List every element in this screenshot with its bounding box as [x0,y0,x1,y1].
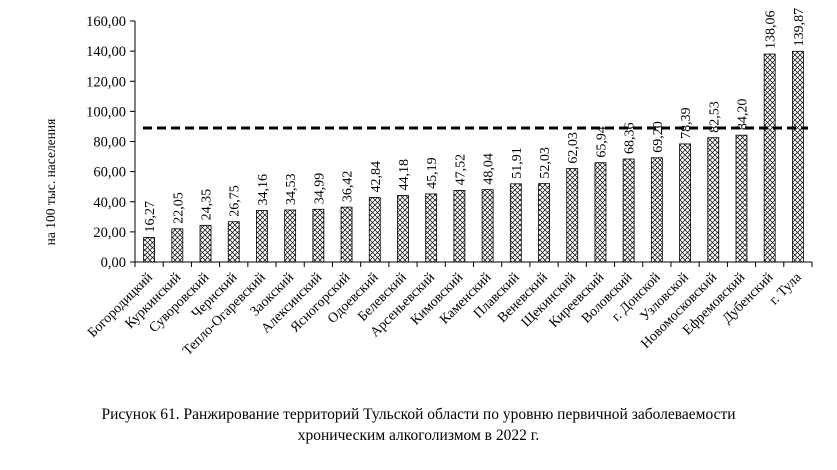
bar [171,228,184,263]
bar [199,224,212,263]
bar [312,208,325,263]
data-label: 16,27 [143,201,158,233]
data-label: 48,04 [482,153,497,185]
y-tick-label: 60,00 [93,165,126,181]
bar [368,197,381,263]
bar [679,143,691,263]
value-labels: 16,27 22,05 24,35 26,75 34,16 34,53 34,99 36,42… [143,8,807,233]
y-tick-label: 140,00 [86,44,126,60]
x-axis: БогородицкийКуркинскийСуворовскийЧернски… [85,261,813,359]
data-label: 52,03 [538,147,553,179]
y-tick-label: 80,00 [93,135,126,151]
y-tick-label: 120,00 [86,74,126,90]
caption-line-1: Рисунок 61. Ранжирование территорий Туль… [101,406,736,423]
bar [143,237,156,263]
data-label: 84,20 [735,99,750,131]
data-label: 24,35 [200,189,215,221]
data-label: 34,99 [312,173,327,205]
y-tick-label: 0,00 [101,255,126,271]
bar [594,162,607,263]
data-label: 62,03 [566,132,581,164]
data-label: 36,42 [341,171,356,203]
y-tick-label: 100,00 [86,104,126,120]
bar [509,183,522,263]
bar [227,221,240,263]
data-label: 82,53 [707,101,722,133]
bar [256,210,268,263]
bar [425,193,438,263]
data-label: 138,06 [764,11,779,50]
x-tick-label: г. Тула [767,270,805,308]
bar [538,183,550,263]
y-axis-label: на 100 тыс. населения [43,119,58,246]
data-label: 22,05 [171,192,186,224]
bar [340,206,353,263]
bar [481,189,494,263]
bar [650,157,663,263]
y-tick-label: 160,00 [86,14,126,30]
figure-caption: Рисунок 61. Ранжирование территорий Туль… [0,404,837,446]
bar [735,134,748,263]
data-label: 68,36 [623,123,638,155]
bar [284,209,297,263]
data-label: 139,87 [792,8,807,47]
data-label: 44,18 [397,159,412,191]
data-label: 69,20 [651,121,666,153]
data-label: 34,16 [256,174,271,206]
bar [707,137,720,263]
bar [791,50,804,263]
y-tick-label: 20,00 [93,225,126,241]
data-label: 45,19 [425,157,440,189]
bar [397,195,409,263]
caption-line-2: хроническим алкоголизмом в 2022 г. [297,427,540,444]
y-axis: 0,00 20,00 40,00 60,00 80,00 100,00 120,00 140,… [86,14,136,271]
bar [763,53,776,263]
bar [566,168,579,263]
bar-chart: 0,00 20,00 40,00 60,00 80,00 100,00 120,00 140,… [43,8,813,359]
data-label: 78,39 [679,107,694,139]
y-tick-label: 40,00 [93,195,126,211]
bar [622,158,635,263]
bars [143,50,804,263]
data-label: 51,91 [510,147,525,179]
data-label: 65,94 [594,126,609,158]
bar [453,190,466,263]
data-label: 42,84 [369,161,384,193]
data-label: 34,53 [284,173,299,205]
data-label: 47,52 [453,154,468,186]
data-label: 26,75 [228,185,243,217]
